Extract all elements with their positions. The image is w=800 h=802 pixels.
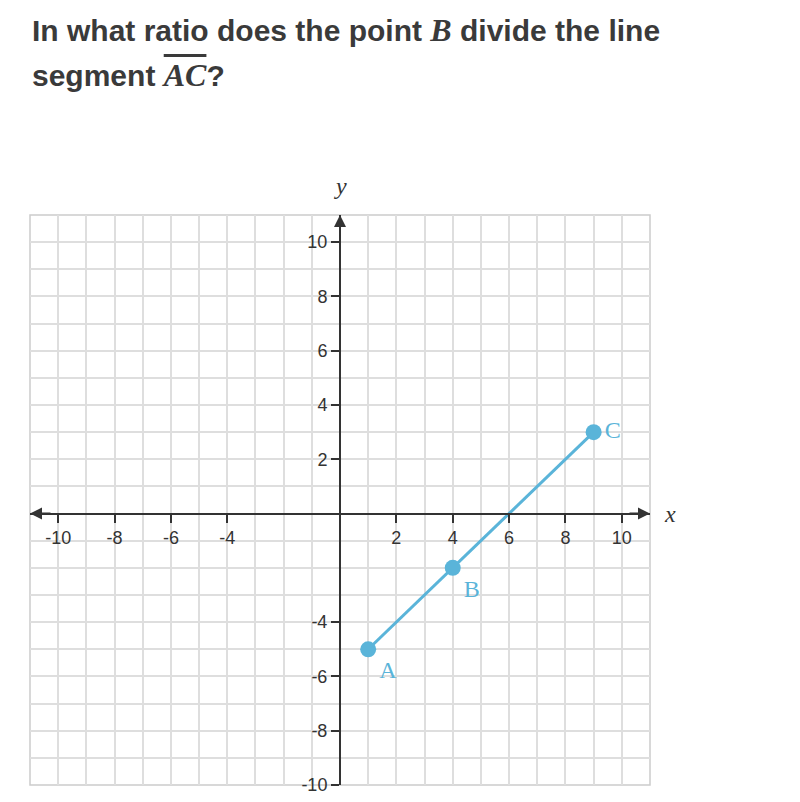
svg-text:-6: -6 bbox=[311, 667, 327, 687]
svg-text:B: B bbox=[464, 576, 480, 602]
svg-text:8: 8 bbox=[560, 528, 570, 548]
html-text:In what ratio does the point B: In what ratio does the point B divide th… bbox=[32, 12, 661, 93]
svg-text:4: 4 bbox=[448, 528, 458, 548]
svg-text:10: 10 bbox=[307, 232, 327, 252]
svg-text:C: C bbox=[605, 417, 621, 443]
svg-text:4: 4 bbox=[317, 395, 327, 415]
svg-text:2: 2 bbox=[391, 528, 401, 548]
svg-text:-4: -4 bbox=[311, 612, 327, 632]
svg-text:-10: -10 bbox=[45, 528, 71, 548]
svg-text:-8: -8 bbox=[107, 528, 123, 548]
svg-text:-10: -10 bbox=[301, 775, 327, 795]
svg-text:-8: -8 bbox=[311, 721, 327, 741]
svg-text:-4: -4 bbox=[219, 528, 235, 548]
svg-text:y: y bbox=[334, 173, 347, 199]
svg-text:-6: -6 bbox=[163, 528, 179, 548]
svg-text:10: 10 bbox=[612, 528, 632, 548]
svg-text:8: 8 bbox=[317, 287, 327, 307]
svg-text:2: 2 bbox=[317, 450, 327, 470]
svg-text:6: 6 bbox=[317, 341, 327, 361]
svg-text:6: 6 bbox=[504, 528, 514, 548]
svg-text:x: x bbox=[664, 501, 676, 527]
svg-text:A: A bbox=[379, 657, 397, 683]
